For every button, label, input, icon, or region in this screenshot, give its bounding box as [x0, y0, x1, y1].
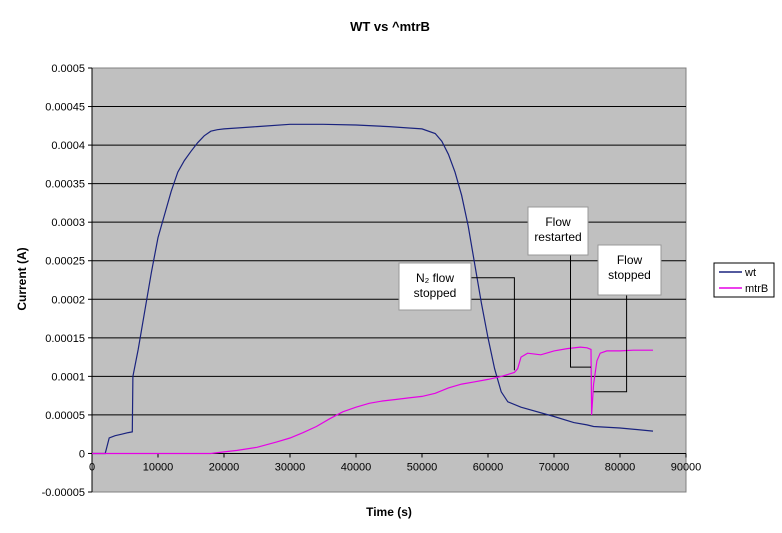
annotation-text: Flow — [617, 253, 643, 267]
annotation-pointer — [570, 253, 591, 368]
y-tick-label: 0.00045 — [45, 102, 85, 114]
legend: wt mtrB — [713, 262, 775, 298]
series-lines — [92, 123, 654, 455]
x-tick-label: 20000 — [209, 461, 240, 473]
annotation-box — [398, 262, 472, 311]
legend-label: wt — [744, 267, 756, 279]
annotation-text: Flow — [545, 215, 571, 229]
legend-label: mtrB — [745, 283, 768, 295]
y-tick-label: 0.00025 — [45, 256, 85, 268]
x-tick-labels: 0 10000 20000 30000 40000 50000 60000 70000 8000… — [89, 453, 701, 473]
annotation-box — [527, 206, 589, 256]
y-tick-label: -0.00005 — [42, 487, 85, 499]
y-axis-title: Current (A) — [15, 247, 29, 310]
y-tick-label: 0.0005 — [51, 63, 85, 75]
x-tick-label: 30000 — [275, 461, 306, 473]
annotation-pointer — [471, 277, 515, 371]
series-line-mtrb — [92, 346, 653, 455]
y-tick-label: 0.00015 — [45, 333, 85, 345]
y-tick-label: 0.00035 — [45, 179, 85, 191]
y-tick-label: 0.0002 — [51, 294, 85, 306]
chart-title: WT vs ^mtrB — [350, 19, 430, 34]
y-tick-label: 0.0004 — [51, 140, 85, 152]
annotation-text: stopped — [414, 286, 457, 300]
series-line-wt — [92, 123, 654, 455]
y-tick-label: 0.0001 — [51, 371, 85, 383]
annotation-text: restarted — [534, 230, 581, 244]
x-axis-title: Time (s) — [366, 505, 412, 519]
annotation-text: N₂ flow — [416, 271, 454, 285]
x-tick-label: 0 — [89, 461, 95, 473]
gridlines — [92, 106, 686, 454]
legend-box — [713, 262, 775, 298]
y-tick-label: 0.00005 — [45, 410, 85, 422]
x-tick-label: 90000 — [671, 461, 702, 473]
plot-area — [91, 67, 687, 493]
annotation-text: stopped — [608, 268, 651, 282]
x-tick-label: 60000 — [473, 461, 504, 473]
x-tick-label: 80000 — [605, 461, 636, 473]
y-tick-labels: -0.00005 0 0.00005 0.0001 0.00015 0.0002 0.000… — [42, 63, 92, 499]
x-tick-label: 10000 — [143, 461, 174, 473]
y-tick-label: 0 — [79, 448, 85, 460]
annotation-pointer — [593, 276, 628, 393]
x-tick-label: 50000 — [407, 461, 438, 473]
x-tick-label: 70000 — [539, 461, 570, 473]
annotation-box — [597, 244, 662, 296]
x-tick-label: 40000 — [341, 461, 372, 473]
y-tick-label: 0.0003 — [51, 217, 85, 229]
